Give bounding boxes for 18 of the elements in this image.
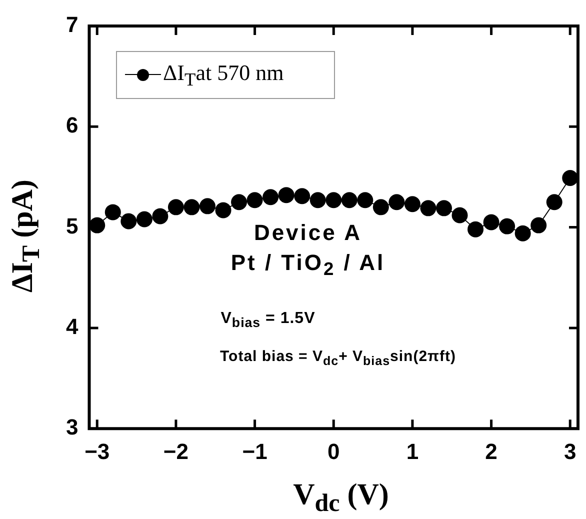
x-axis-title: V$_{dc}$ (V)	[293, 478, 389, 518]
y-tick-label: 6	[66, 112, 78, 138]
x-tick-label: 1	[406, 438, 419, 464]
annotation: V$_{bias}$ = 1.5V	[220, 310, 316, 330]
y-tick-label: 7	[66, 12, 78, 38]
y-tick-label: 4	[66, 314, 79, 340]
x-tick-label: −2	[163, 438, 188, 464]
annotation: Pt / TiO$_{2}$ / Al	[230, 250, 386, 280]
y-tick-label: 5	[66, 213, 78, 238]
x-tick-label: 0	[327, 438, 340, 464]
annotation: Device A	[254, 220, 362, 246]
x-tick-label: 2	[485, 438, 498, 464]
x-tick-label: −1	[242, 438, 268, 464]
x-tick-label: −3	[84, 438, 110, 464]
legend-label: ΔI$_{T}$at 570 nm	[163, 60, 284, 90]
y-tick-label: 3	[66, 414, 78, 440]
annotation: Total bias = V$_{dc}$+ V$_{bias}$sin(2πft)	[220, 348, 456, 368]
x-tick-label: 3	[564, 438, 576, 464]
